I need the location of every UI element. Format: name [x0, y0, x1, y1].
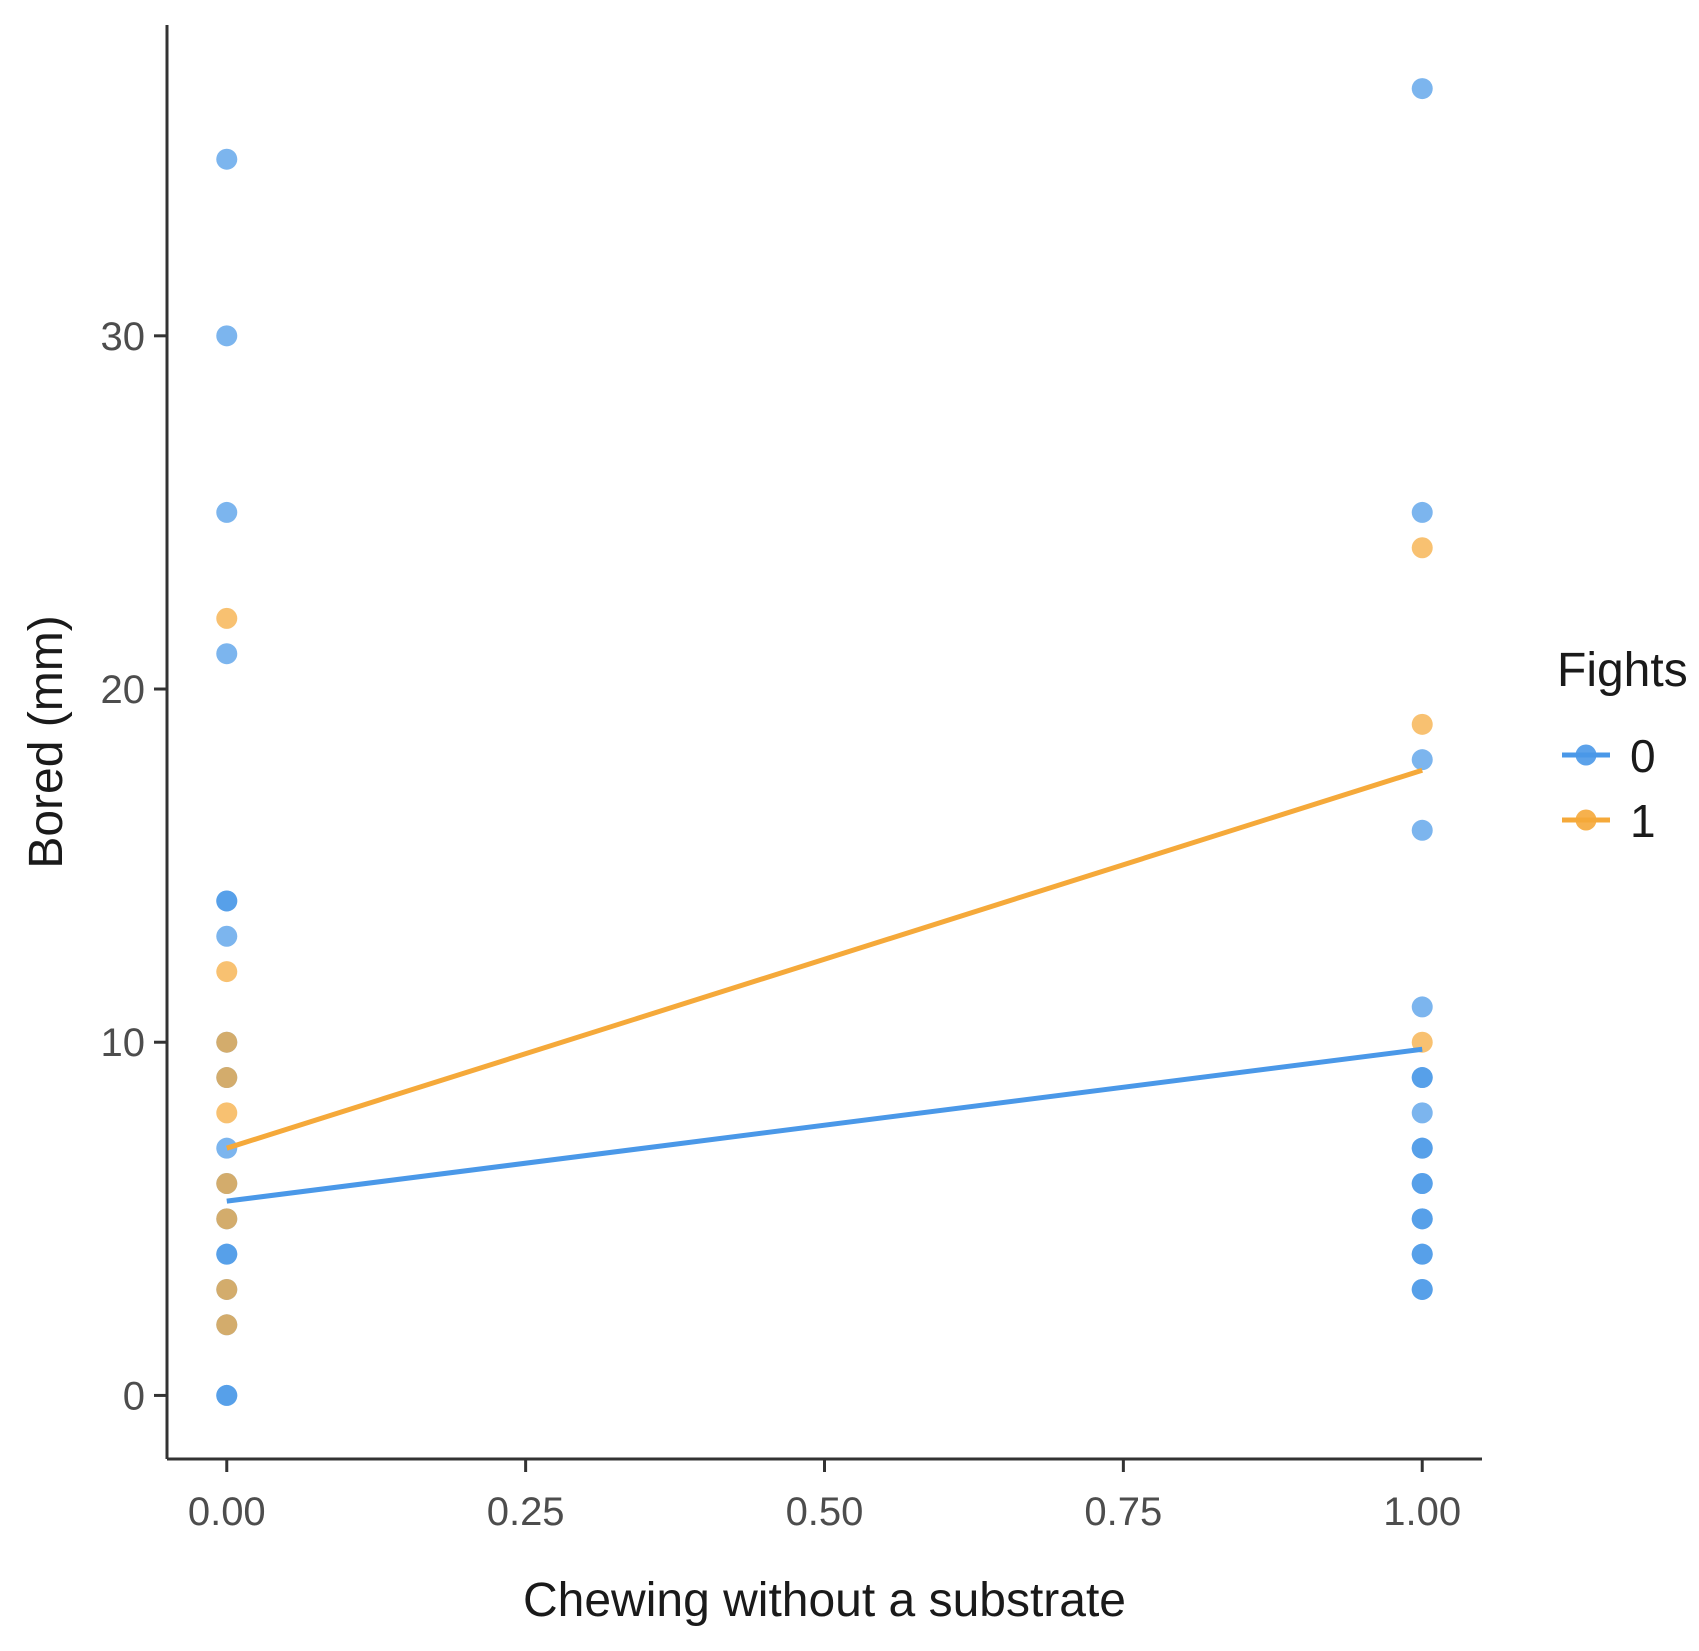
- data-point: [216, 1243, 238, 1265]
- data-point: [1411, 1067, 1433, 1089]
- data-point: [1411, 713, 1433, 735]
- x-tick-label: 0.25: [487, 1490, 565, 1534]
- data-point: [216, 890, 238, 912]
- data-point: [216, 501, 238, 523]
- series-1-points: [216, 537, 1433, 1336]
- x-tick-label: 1.00: [1383, 1490, 1461, 1534]
- data-point: [216, 1173, 238, 1195]
- data-point: [1411, 996, 1433, 1018]
- data-point: [216, 1031, 238, 1053]
- data-point: [1411, 1102, 1433, 1124]
- data-point: [1411, 501, 1433, 523]
- plot-area: [216, 78, 1433, 1406]
- data-point: [1411, 1173, 1433, 1195]
- data-point: [216, 1102, 238, 1124]
- data-point: [216, 607, 238, 629]
- data-point: [216, 148, 238, 170]
- y-tick-label: 0: [123, 1374, 145, 1418]
- x-tick-label: 0.75: [1084, 1490, 1162, 1534]
- data-point: [1411, 537, 1433, 559]
- y-tick-label: 30: [101, 315, 146, 359]
- data-point: [1411, 1278, 1433, 1300]
- legend-key-point: [1575, 809, 1597, 831]
- legend-key-point: [1575, 744, 1597, 766]
- data-point: [1411, 819, 1433, 841]
- data-point: [216, 325, 238, 347]
- legend-label: 1: [1630, 795, 1656, 847]
- data-point: [216, 1067, 238, 1089]
- x-tick-label: 0.00: [188, 1490, 266, 1534]
- legend: Fights 0 1: [1557, 644, 1688, 847]
- data-point: [216, 1384, 238, 1406]
- data-point: [216, 961, 238, 983]
- y-axis-title: Bored (mm): [20, 615, 73, 868]
- data-point: [216, 643, 238, 665]
- data-point: [216, 1278, 238, 1300]
- legend-title: Fights: [1557, 644, 1688, 697]
- data-point: [1411, 78, 1433, 100]
- data-point: [1411, 1243, 1433, 1265]
- data-point: [1411, 1208, 1433, 1230]
- y-tick-label: 20: [101, 668, 146, 712]
- data-point: [216, 1314, 238, 1336]
- fit-line-0: [226, 1046, 1423, 1204]
- data-point: [216, 925, 238, 947]
- data-point: [216, 1208, 238, 1230]
- y-axis-ticks: 0 10 20 30: [101, 315, 167, 1418]
- legend-label: 0: [1630, 730, 1656, 782]
- fit-line-1: [226, 767, 1423, 1151]
- y-tick-label: 10: [101, 1021, 146, 1065]
- x-tick-label: 0.50: [786, 1490, 864, 1534]
- axes: [165, 25, 1482, 1461]
- x-axis-title: Chewing without a substrate: [523, 1574, 1126, 1627]
- series-0-points: [216, 78, 1433, 1406]
- data-point: [1411, 1137, 1433, 1159]
- data-point: [1411, 749, 1433, 771]
- x-axis-ticks: 0.00 0.25 0.50 0.75 1.00: [188, 1459, 1461, 1534]
